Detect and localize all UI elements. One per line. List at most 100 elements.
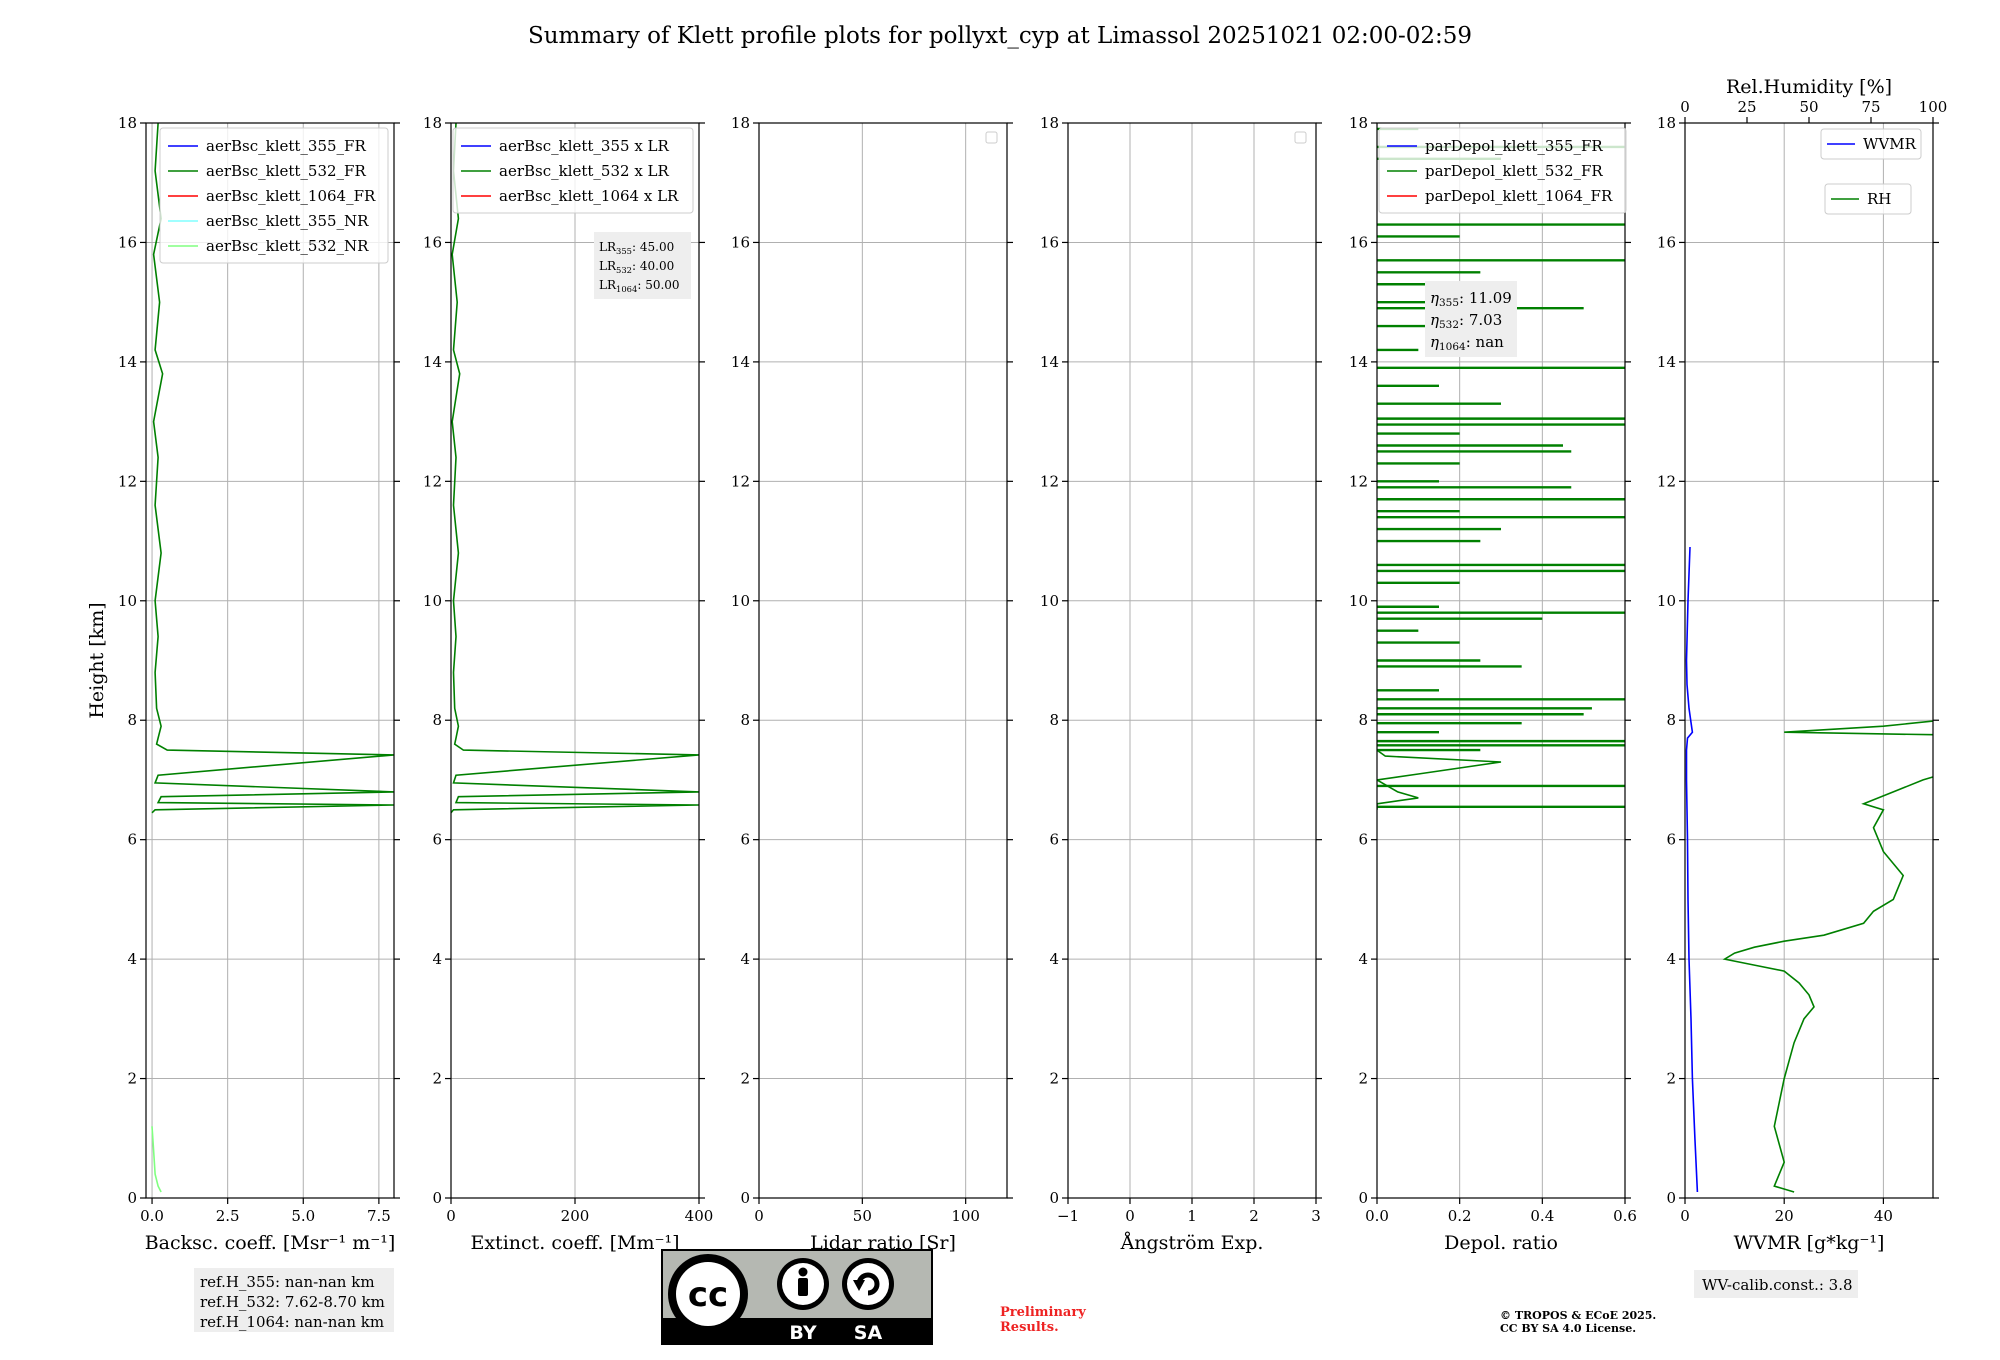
y-tick-label: 16 — [1349, 233, 1368, 251]
legend-label: aerBsc_klett_532_NR — [206, 237, 369, 255]
legend-box — [1378, 127, 1627, 214]
y-tick-label: 2 — [1358, 1070, 1368, 1088]
y-tick-label: 8 — [1358, 711, 1368, 729]
y-tick-label: 6 — [1358, 831, 1368, 849]
y-tick-label: 8 — [740, 711, 750, 729]
y-tick-label: 4 — [1358, 950, 1368, 968]
x-tick-label: 3 — [1311, 1207, 1321, 1225]
legend-label: WVMR — [1863, 135, 1917, 153]
y-tick-label: 10 — [1657, 592, 1676, 610]
legend-label: parDepol_klett_1064_FR — [1425, 187, 1613, 205]
y-tick-label: 14 — [118, 353, 137, 371]
x-tick-label: 0.2 — [1448, 1207, 1472, 1225]
preliminary-note: Preliminary Results. — [1000, 1305, 1086, 1335]
x-tick-label: 40 — [1874, 1207, 1893, 1225]
y-tick-label: 4 — [432, 950, 442, 968]
x-tick-label: 0 — [446, 1207, 456, 1225]
cc-by-sa-logo: cc BY SA — [661, 1249, 933, 1345]
y-tick-label: 10 — [1349, 592, 1368, 610]
y-tick-label: 8 — [1666, 711, 1676, 729]
x-axis-label: Depol. ratio — [1444, 1232, 1558, 1254]
series-line-aerBsc_klett_532_NR — [151, 1126, 162, 1193]
y-tick-label: 16 — [118, 233, 137, 251]
annotation-text: LR1064: 50.00 — [599, 278, 680, 294]
y-tick-label: 16 — [423, 233, 442, 251]
y-tick-label: 18 — [1349, 114, 1368, 132]
y-tick-label: 14 — [1349, 353, 1368, 371]
x-tick-label: 0 — [754, 1207, 764, 1225]
y-tick-label: 2 — [1666, 1070, 1676, 1088]
y-tick-label: 12 — [1657, 472, 1676, 490]
y-tick-label: 14 — [423, 353, 442, 371]
plot-frame — [145, 122, 395, 1199]
series-group — [451, 123, 699, 814]
x-tick-label: 100 — [951, 1207, 980, 1225]
legend-label: aerBsc_klett_532_FR — [206, 162, 366, 180]
annotation-box — [594, 232, 691, 299]
y-tick-label: 18 — [118, 114, 137, 132]
y-tick-label: 14 — [731, 353, 750, 371]
series-line-WVMR — [1685, 546, 1699, 1193]
x-axis-label: Lidar ratio [Sr] — [810, 1232, 956, 1254]
x-tick-label: 0.0 — [140, 1207, 164, 1225]
y-tick-label: 6 — [432, 831, 442, 849]
y-axis-label: Height [km] — [86, 602, 108, 718]
x2-tick-label: 100 — [1919, 98, 1948, 116]
y-tick-label: 8 — [127, 711, 137, 729]
legend-label: aerBsc_klett_1064 x LR — [499, 187, 679, 205]
y-tick-label: 12 — [731, 472, 750, 490]
x-tick-label: 20 — [1775, 1207, 1794, 1225]
x-tick-label: 2 — [1249, 1207, 1259, 1225]
x-tick-label: 200 — [561, 1207, 590, 1225]
preliminary-line-1: Preliminary — [1000, 1305, 1086, 1320]
y-tick-label: 14 — [1040, 353, 1059, 371]
chart-panel-2: 0 2 4 6 8 10 12 14 16 18 0 200 400 Extinct. coeff. [M… — [423, 114, 713, 1254]
y-tick-label: 2 — [432, 1070, 442, 1088]
x-tick-label: 7.5 — [367, 1207, 391, 1225]
y-tick-label: 12 — [1040, 472, 1059, 490]
figure-title: Summary of Klett profile plots for polly… — [528, 23, 1472, 49]
person-icon — [798, 1267, 808, 1277]
legend-label: aerBsc_klett_355 x LR — [499, 137, 670, 155]
y-tick-label: 4 — [1666, 950, 1676, 968]
x-tick-label: 0.0 — [1365, 1207, 1389, 1225]
ref-height-1064: ref.H_1064: nan-nan km — [200, 1313, 384, 1331]
empty-legend-box — [1294, 131, 1307, 144]
y-tick-label: 16 — [731, 233, 750, 251]
y-tick-label: 0 — [1049, 1189, 1059, 1207]
wv-calibration-text: WV-calib.const.: 3.8 — [1702, 1276, 1853, 1294]
y-tick-label: 0 — [1358, 1189, 1368, 1207]
copyright-note: © TROPOS & ECoE 2025. CC BY SA 4.0 Licen… — [1500, 1309, 1656, 1335]
y-tick-label: 10 — [118, 592, 137, 610]
y-tick-label: 16 — [1657, 233, 1676, 251]
x-tick-label: 1 — [1187, 1207, 1197, 1225]
ref-height-355: ref.H_355: nan-nan km — [200, 1273, 375, 1291]
legend-label: aerBsc_klett_1064_FR — [206, 187, 376, 205]
preliminary-line-2: Results. — [1000, 1320, 1059, 1335]
y-tick-label: 0 — [740, 1189, 750, 1207]
chart-panel-1: 0 2 4 6 8 10 12 14 16 18 0.0 2.5 5.0 7.5 Backsc. coeff… — [86, 114, 400, 1254]
y-tick-label: 14 — [1657, 353, 1676, 371]
annotation-text: LR355: 45.00 — [599, 240, 674, 256]
legend-label: aerBsc_klett_355_FR — [206, 137, 366, 155]
y-tick-label: 6 — [1049, 831, 1059, 849]
copyright-line-1: © TROPOS & ECoE 2025. — [1500, 1309, 1656, 1322]
reference-heights-box: ref.H_355: nan-nan km ref.H_532: 7.62-8.… — [194, 1268, 394, 1332]
plot-frame — [758, 122, 1008, 1199]
y-tick-label: 6 — [1666, 831, 1676, 849]
legend-box — [452, 127, 694, 214]
y-tick-label: 0 — [127, 1189, 137, 1207]
y-tick-label: 2 — [127, 1070, 137, 1088]
cc-sa-label: SA — [854, 1322, 883, 1344]
x-axis-label: Backsc. coeff. [Msr⁻¹ m⁻¹] — [145, 1232, 396, 1254]
y-tick-label: 4 — [740, 950, 750, 968]
legend-label: aerBsc_klett_355_NR — [206, 212, 369, 230]
y-tick-label: 0 — [1666, 1189, 1676, 1207]
annotation-text: η1064: nan — [1430, 333, 1504, 353]
y-tick-label: 12 — [1349, 472, 1368, 490]
y-tick-label: 6 — [740, 831, 750, 849]
